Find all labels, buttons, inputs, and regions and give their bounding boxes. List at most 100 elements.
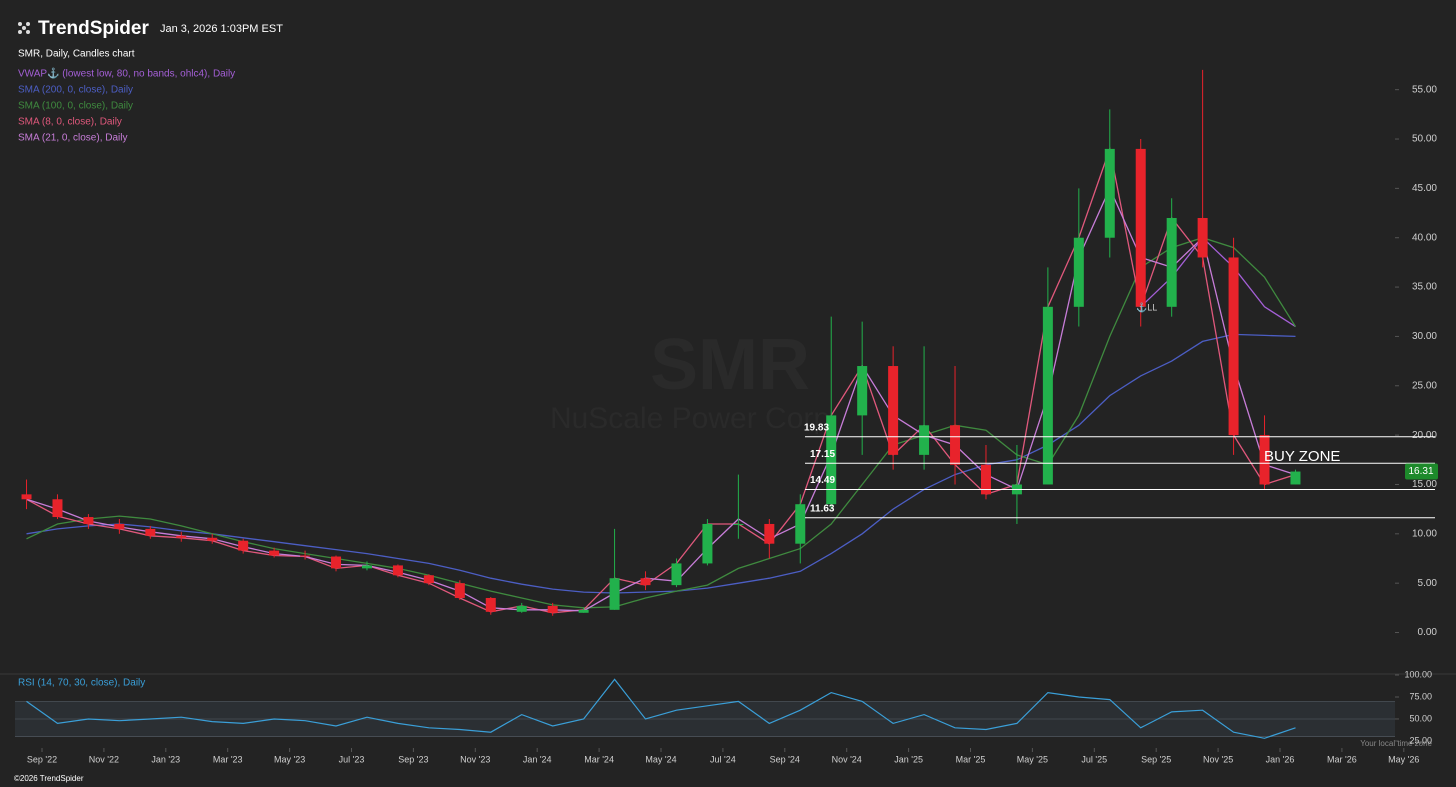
candle-body — [578, 609, 589, 613]
level-label: 17.15 — [810, 449, 835, 460]
x-tick-label: Sep '25 — [1141, 754, 1171, 764]
candle-body — [733, 523, 744, 525]
y-tick-label: 20.00 — [1412, 430, 1437, 441]
level-label: 14.49 — [810, 475, 835, 486]
x-tick-label: Jan '25 — [894, 754, 923, 764]
x-tick-label: Jul '25 — [1081, 754, 1107, 764]
x-tick-label: Jan '24 — [523, 754, 552, 764]
logo — [18, 22, 30, 34]
x-tick-label: Jul '23 — [339, 754, 365, 764]
candle-body — [888, 366, 899, 455]
candle-body — [1259, 435, 1270, 485]
x-tick-label: Nov '23 — [460, 754, 490, 764]
logo-dot — [18, 22, 22, 26]
candle-body — [609, 578, 620, 610]
candle-body — [207, 537, 218, 541]
candle-body — [1197, 217, 1208, 258]
x-tick-label: Mar '23 — [213, 754, 243, 764]
candle-body — [640, 578, 651, 586]
candle-body — [1166, 217, 1177, 307]
y-tick-label: 50.00 — [1409, 713, 1432, 723]
candle-body — [238, 540, 249, 551]
y-tick-label: 30.00 — [1412, 331, 1437, 342]
candle-body — [454, 583, 465, 598]
x-tick-label: May '24 — [645, 754, 676, 764]
y-tick-label: 50.00 — [1412, 134, 1437, 145]
candle-body — [331, 556, 342, 569]
legend-entry: SMA (21, 0, close), Daily — [18, 133, 127, 144]
legend-entry: VWAP⚓ (lowest low, 80, no bands, ohlc4),… — [18, 67, 235, 80]
y-tick-label: 25.00 — [1412, 380, 1437, 391]
candle-body — [1228, 257, 1239, 436]
timezone-note: Your local time zone — [1360, 739, 1432, 748]
logo-dot — [22, 26, 26, 30]
candle-body — [485, 597, 496, 612]
chart-title: SMR, Daily, Candles chart — [18, 49, 135, 60]
x-tick-label: Jan '23 — [151, 754, 180, 764]
candle-body — [516, 605, 527, 612]
x-tick-label: Jan '26 — [1266, 754, 1295, 764]
x-tick-label: Sep '24 — [770, 754, 800, 764]
series-line — [1140, 236, 1296, 328]
candle-body — [950, 425, 961, 465]
timestamp: Jan 3, 2026 1:03PM EST — [160, 23, 283, 35]
footer: ©2026 TrendSpider — [14, 774, 84, 783]
x-tick-label: Jul '24 — [710, 754, 736, 764]
x-tick-label: Mar '26 — [1327, 754, 1357, 764]
candle-body — [83, 517, 94, 524]
y-tick-label: 25.00 — [1409, 735, 1432, 745]
candle-body — [392, 565, 403, 576]
candle-body — [114, 523, 125, 529]
candle-body — [980, 464, 991, 495]
x-tick-label: May '23 — [274, 754, 305, 764]
candle-body — [269, 550, 280, 556]
price-badge-label: 16.31 — [1408, 466, 1433, 477]
y-tick-label: 0.00 — [1418, 627, 1438, 638]
candle-body — [1073, 237, 1084, 307]
y-tick-label: 55.00 — [1412, 84, 1437, 95]
y-tick-label: 15.00 — [1412, 479, 1437, 490]
series-line — [26, 146, 1296, 614]
y-tick-label: 35.00 — [1412, 282, 1437, 293]
candle-body — [361, 565, 372, 569]
candle-body — [300, 555, 311, 557]
candle-body — [702, 523, 713, 564]
series-line — [26, 333, 1296, 594]
series-line — [26, 678, 1296, 739]
price-badge — [1405, 463, 1438, 480]
x-tick-label: Nov '22 — [89, 754, 119, 764]
series-line — [26, 186, 1296, 612]
annotation: BUY ZONE — [1264, 448, 1340, 465]
x-tick-label: May '26 — [1388, 754, 1419, 764]
candle-body — [671, 563, 682, 586]
legend-entry: SMA (100, 0, close), Daily — [18, 101, 133, 112]
y-tick-label: 45.00 — [1412, 183, 1437, 194]
x-tick-label: Sep '22 — [27, 754, 57, 764]
candle-body — [1135, 148, 1146, 307]
legend-entry: SMA (8, 0, close), Daily — [18, 117, 122, 128]
candle-body — [826, 415, 837, 505]
y-tick-label: 100.00 — [1404, 669, 1432, 679]
candle-body — [919, 425, 930, 455]
candle-body — [1104, 148, 1115, 238]
candle-body — [52, 499, 63, 518]
legend-entry: SMA (200, 0, close), Daily — [18, 85, 133, 96]
legend-entry: RSI (14, 70, 30, close), Daily — [18, 678, 145, 689]
level-label: 19.83 — [804, 422, 829, 433]
watermark-subtitle: NuScale Power Corp — [550, 402, 830, 435]
logo-dot — [18, 30, 22, 34]
candle-body — [764, 523, 775, 544]
level-label: 11.63 — [810, 503, 835, 514]
candle-body — [176, 535, 187, 538]
y-tick-label: 10.00 — [1412, 528, 1437, 539]
candle-body — [857, 366, 868, 416]
x-tick-label: Mar '24 — [584, 754, 614, 764]
candle-body — [423, 575, 434, 584]
y-tick-label: 40.00 — [1412, 232, 1437, 243]
series-line — [26, 237, 1297, 609]
x-tick-label: Sep '23 — [398, 754, 428, 764]
watermark: SMR — [650, 325, 810, 405]
